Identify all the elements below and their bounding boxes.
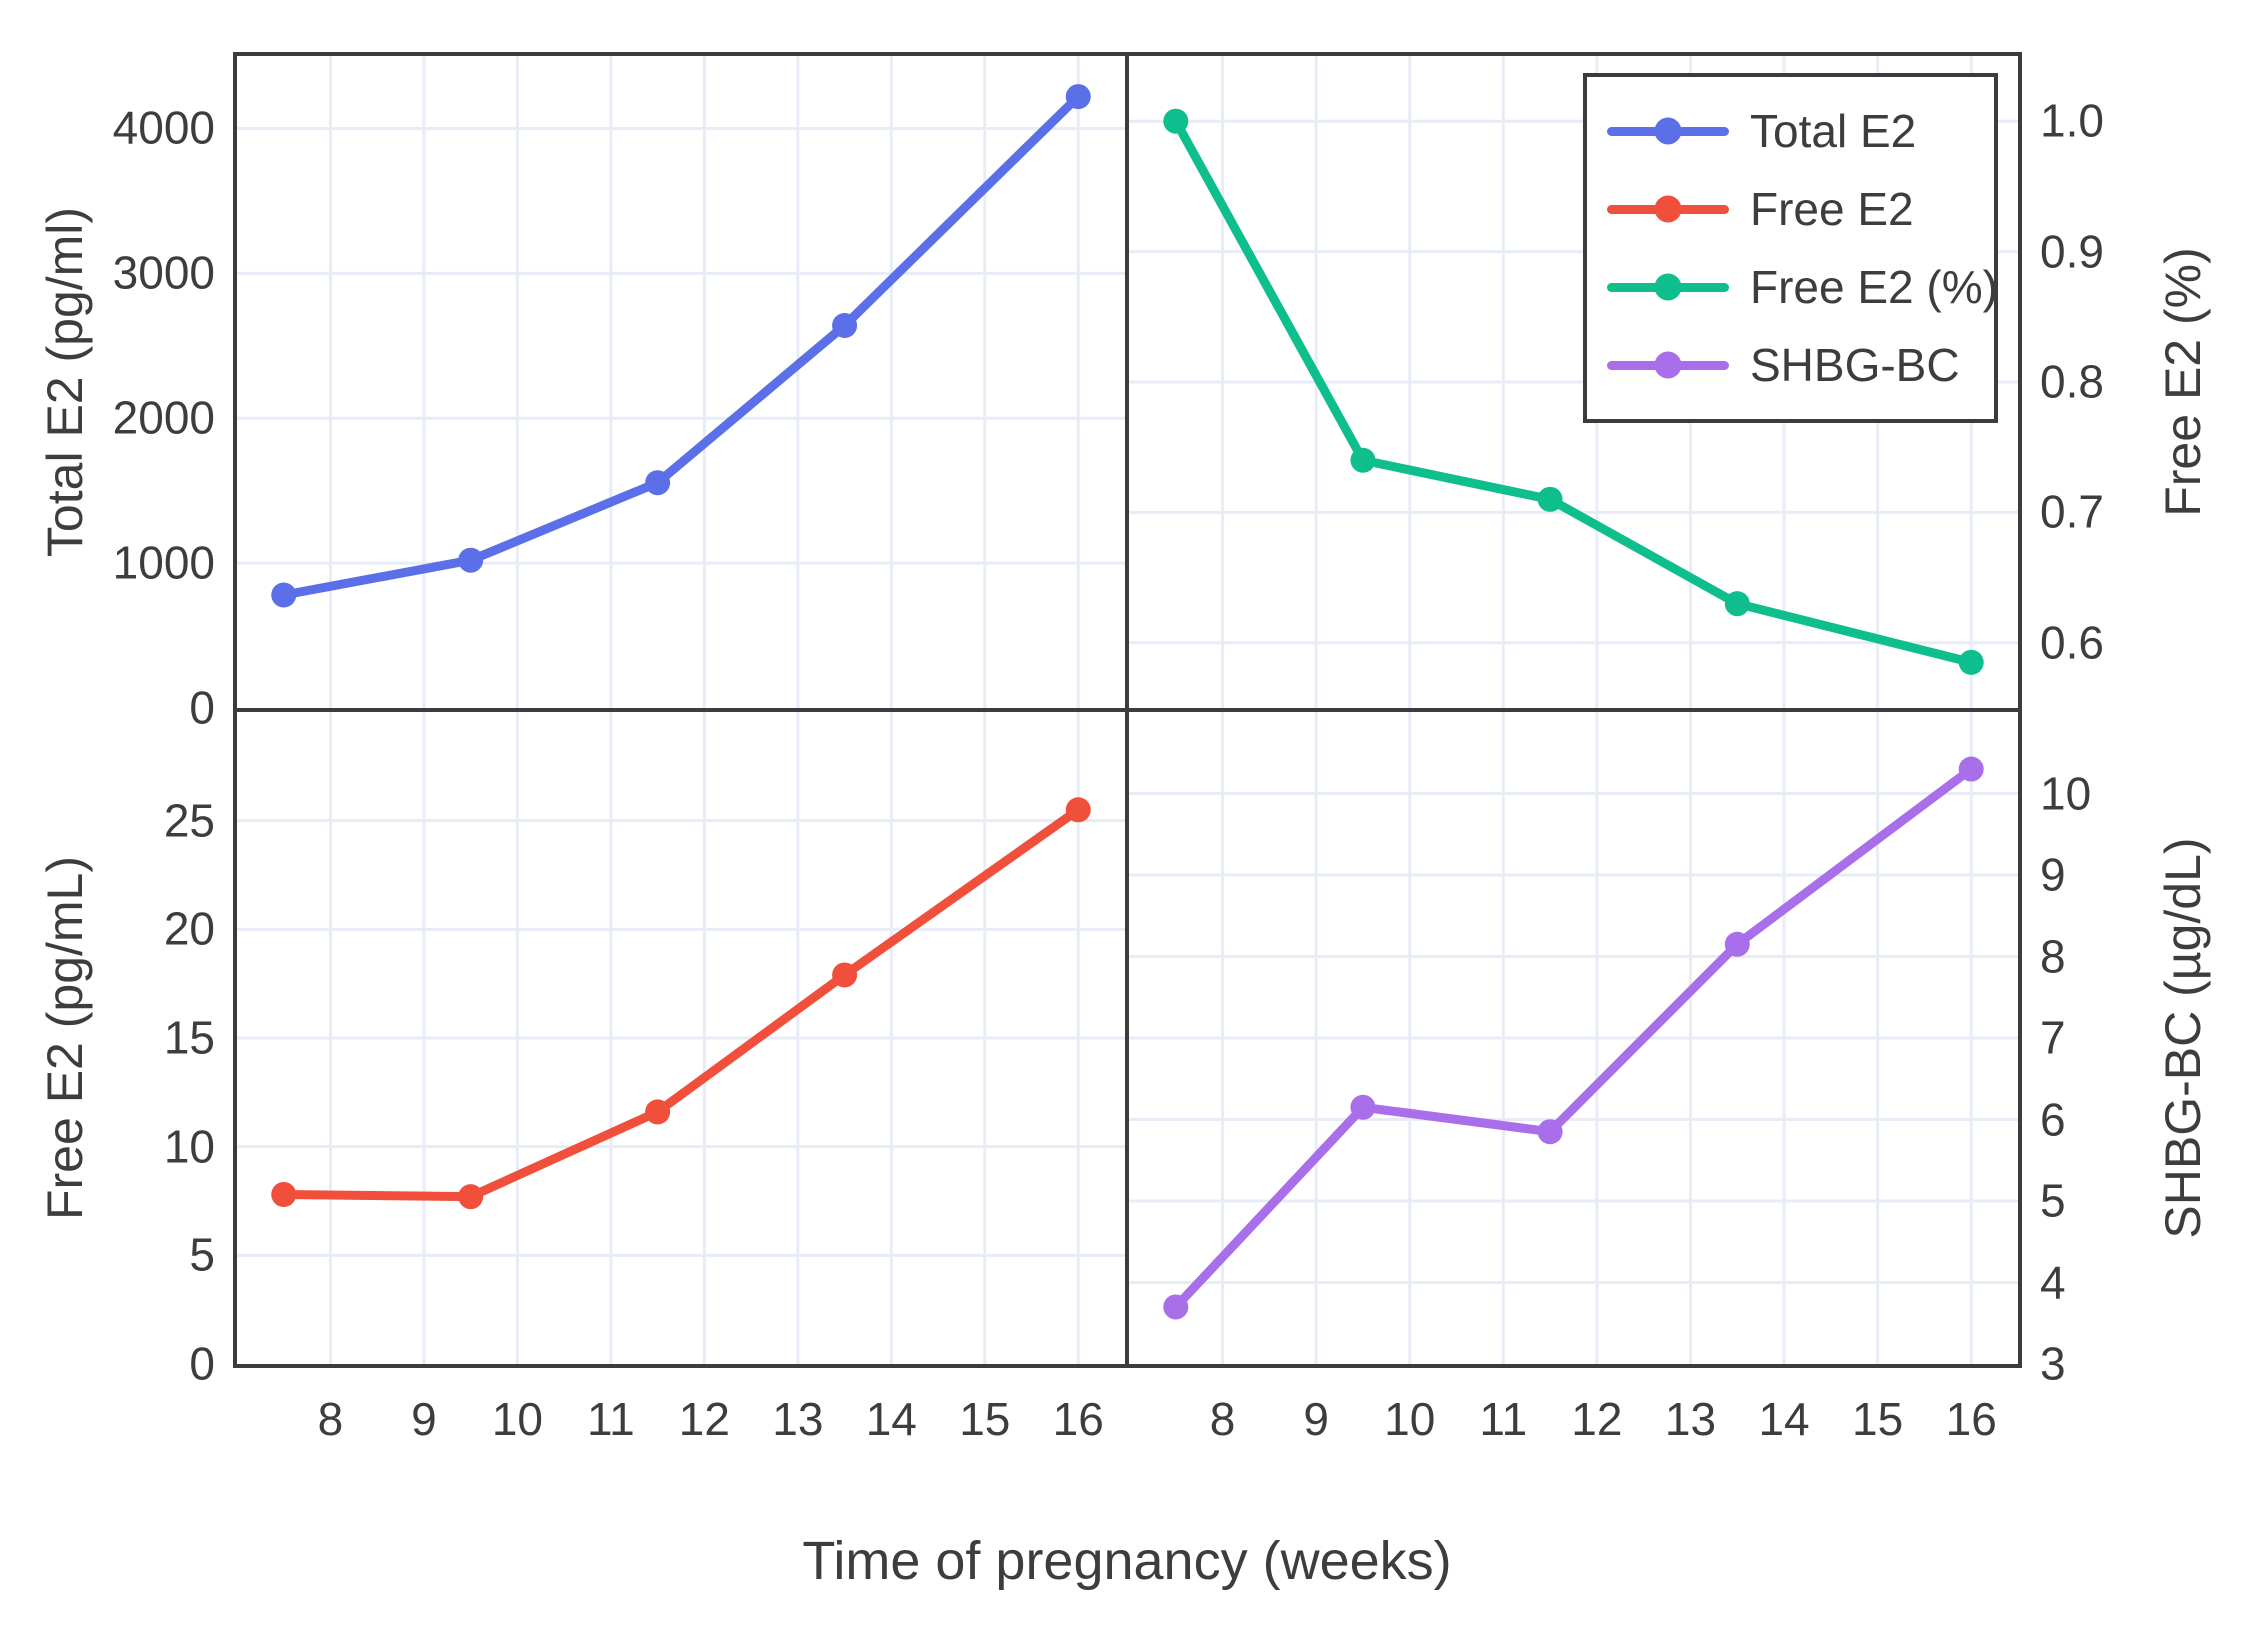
x-tick-label: 14 <box>1758 1393 1810 1445</box>
legend-item: Total E2 <box>1587 101 1994 161</box>
data-point-marker <box>1163 1294 1189 1320</box>
y-tick-label: 6 <box>2040 1093 2066 1146</box>
x-tick-label: 13 <box>772 1393 824 1445</box>
x-tick-label: 12 <box>1571 1393 1623 1445</box>
data-point-marker <box>832 312 858 338</box>
legend-item-label: SHBG-BC <box>1750 339 1960 391</box>
x-tick-label: 9 <box>1303 1393 1329 1445</box>
x-tick-label: 16 <box>1945 1393 1997 1445</box>
y-tick-label: 0.9 <box>2040 225 2104 278</box>
legend-line-swatch <box>1607 351 1729 379</box>
y-tick-label: 8 <box>2040 930 2066 983</box>
series-line-free-e2 <box>279 805 1083 1202</box>
data-point-marker <box>1350 447 1376 473</box>
x-tick-label: 15 <box>959 1393 1011 1445</box>
legend-line-swatch <box>1607 117 1729 145</box>
data-point-marker <box>1724 591 1750 617</box>
data-point-marker <box>1724 931 1750 957</box>
total-e2-chart <box>237 56 1125 708</box>
y-tick-label: 2000 <box>112 391 215 444</box>
legend-line-swatch <box>1607 195 1729 223</box>
x-tick-label: 12 <box>678 1393 730 1445</box>
x-tick-label: 9 <box>411 1393 437 1445</box>
data-point-marker <box>1958 756 1984 782</box>
x-tick-label: 13 <box>1664 1393 1717 1445</box>
legend-item-label: Free E2 <box>1750 183 1914 235</box>
y-tick-label: 0.7 <box>2040 486 2104 539</box>
data-point-marker <box>1537 486 1563 512</box>
subplot-free-e2 <box>237 712 1125 1364</box>
x-tick-label: 8 <box>317 1393 344 1445</box>
y-tick-label: 7 <box>2040 1011 2066 1064</box>
legend-marker-dot <box>1654 273 1682 301</box>
y-tick-label: 5 <box>189 1229 215 1282</box>
y-tick-label: 4000 <box>112 102 215 155</box>
y-tick-label: 0 <box>189 681 215 734</box>
legend-marker-dot <box>1654 195 1682 223</box>
data-point-marker <box>1065 84 1091 110</box>
y-tick-label: 20 <box>163 903 215 956</box>
data-point-marker <box>645 1099 671 1125</box>
x-tick-label: 11 <box>1479 1393 1528 1445</box>
x-tick-label: 15 <box>1852 1393 1904 1445</box>
legend-item: Free E2 (%) <box>1587 257 1998 317</box>
x-tick-label: 16 <box>1052 1393 1104 1445</box>
x-tick-label: 10 <box>491 1393 543 1445</box>
y-tick-label: 1.0 <box>2040 94 2104 147</box>
shbg-bc-chart <box>1129 712 2018 1364</box>
x-tick-label: 11 <box>587 1393 635 1445</box>
y-tick-label: 1000 <box>112 536 215 589</box>
y-tick-label: 15 <box>163 1011 215 1064</box>
data-point-marker <box>1537 1119 1563 1145</box>
legend-marker-dot <box>1654 351 1682 379</box>
y-tick-label: 3000 <box>112 247 215 300</box>
legend-item-label: Total E2 <box>1750 105 1917 157</box>
legend-item: SHBG-BC <box>1587 335 1994 395</box>
data-point-marker <box>1163 108 1189 134</box>
subplot-total-e2 <box>237 56 1125 708</box>
x-tick-label: 10 <box>1384 1393 1436 1445</box>
legend-marker-dot <box>1654 117 1682 145</box>
data-point-marker <box>1958 649 1984 675</box>
x-tick-label: 8 <box>1209 1393 1236 1445</box>
subplot-divider-horizontal <box>237 708 2018 712</box>
x-tick-label: 14 <box>865 1393 917 1445</box>
data-point-marker <box>458 1184 484 1210</box>
legend-item-label: Free E2 (%) <box>1750 261 1998 313</box>
data-point-marker <box>645 470 671 496</box>
data-point-marker <box>1065 797 1091 823</box>
free-e2-chart <box>237 712 1125 1364</box>
y-tick-label: 5 <box>2040 1174 2066 1227</box>
legend-line-swatch <box>1607 273 1729 301</box>
y-tick-label: 10 <box>163 1120 215 1173</box>
y-tick-label: 10 <box>2040 767 2092 820</box>
y-tick-label: 25 <box>163 794 215 847</box>
data-point-marker <box>271 582 297 608</box>
subplot-shbg-bc <box>1129 712 2018 1364</box>
data-point-marker <box>1350 1094 1376 1120</box>
subplot-free-e2-percent <box>1129 56 2018 708</box>
x-axis-title: Time of pregnancy (weeks) <box>802 1531 1452 1591</box>
y-tick-label: 0.8 <box>2040 355 2104 408</box>
y-tick-label: 0.6 <box>2040 616 2104 669</box>
y-tick-label: 4 <box>2040 1256 2066 1309</box>
y-tick-label: 0 <box>189 1337 215 1390</box>
data-point-marker <box>271 1181 297 1207</box>
legend-item: Free E2 <box>1587 179 1994 239</box>
y-tick-label: 9 <box>2040 848 2066 901</box>
series-line-total-e2 <box>279 92 1083 600</box>
y-tick-label: 3 <box>2040 1337 2066 1390</box>
data-point-marker <box>458 547 484 573</box>
legend: Total E2 Free E2 Free E2 (%) SHBG-BC <box>1583 73 1998 423</box>
free-e2-percent-chart <box>1129 56 2018 708</box>
data-point-marker <box>832 962 858 988</box>
